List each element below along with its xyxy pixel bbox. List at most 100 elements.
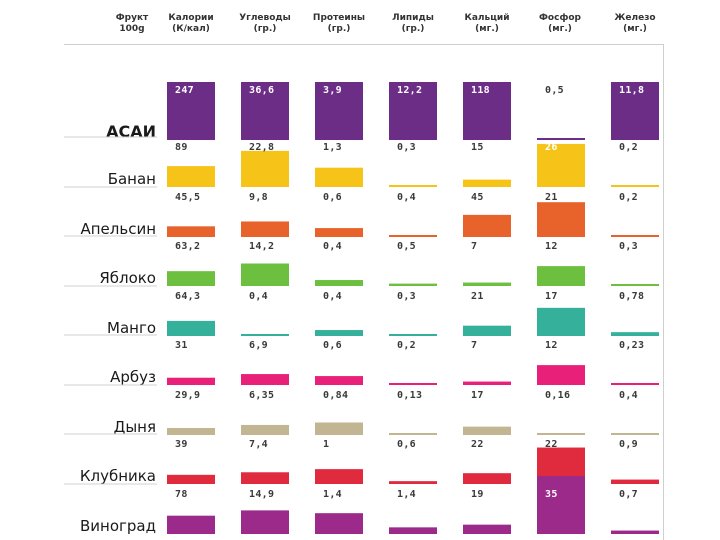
bar-iron (611, 479, 659, 484)
value-label-calories: 78 (175, 489, 188, 500)
bar-carbs (241, 150, 289, 187)
value-label-lipids: 0,13 (397, 390, 422, 401)
value-label-calcium: 45 (471, 192, 484, 203)
value-label-lipids: 0,5 (397, 241, 416, 252)
value-label-calcium: 7 (471, 241, 477, 252)
value-label-phosphorus: 35 (545, 489, 558, 500)
value-label-calories: 45,5 (175, 192, 200, 203)
bar-phosphorus (537, 266, 585, 286)
bar-carbs (241, 221, 289, 237)
value-label-calcium: 15 (471, 142, 484, 153)
bar-iron (611, 235, 659, 237)
value-label-carbs: 6,9 (249, 340, 268, 351)
value-label-carbs: 9,8 (249, 192, 268, 203)
value-label-carbs: 14,2 (249, 241, 274, 252)
column-header-calcium-line1: Кальций (465, 13, 510, 23)
frame-right-line (663, 44, 664, 540)
bar-phosphorus (537, 476, 585, 534)
value-label-iron: 0,4 (619, 390, 638, 401)
bar-proteins (315, 513, 363, 534)
value-label-calcium: 118 (471, 85, 490, 96)
bar-lipids (389, 527, 437, 534)
value-label-iron: 0,78 (619, 291, 644, 302)
value-label-proteins: 0,6 (323, 340, 342, 351)
row-label-0: АСАИ (106, 122, 156, 141)
value-label-iron: 0,9 (619, 439, 638, 450)
column-header-iron-line1: Железо (614, 13, 655, 23)
row-label-3: Яблоко (99, 269, 156, 287)
column-header-iron-line2: (мг.) (623, 24, 647, 34)
column-header-calcium-line2: (мг.) (475, 24, 499, 34)
bar-calcium (463, 381, 511, 385)
value-label-iron: 0,2 (619, 192, 638, 203)
value-label-proteins: 0,6 (323, 192, 342, 203)
value-label-proteins: 0,4 (323, 291, 342, 302)
value-label-phosphorus: 12 (545, 340, 558, 351)
column-header-proteins-line1: Протеины (313, 13, 365, 23)
bar-calories (167, 377, 215, 385)
value-label-phosphorus: 17 (545, 291, 558, 302)
bar-proteins (315, 82, 363, 140)
bar-carbs (241, 82, 289, 140)
bar-lipids (389, 334, 437, 336)
value-label-phosphorus: 0,5 (545, 85, 564, 96)
column-header-phosphorus-line1: Фосфор (539, 13, 582, 23)
bar-carbs (241, 334, 289, 336)
bar-calcium (463, 282, 511, 286)
bar-proteins (315, 280, 363, 286)
bar-calcium (463, 426, 511, 435)
value-label-calcium: 7 (471, 340, 477, 351)
bar-phosphorus (537, 143, 585, 187)
bar-proteins (315, 422, 363, 435)
value-label-proteins: 1,4 (323, 489, 342, 500)
value-label-calcium: 17 (471, 390, 484, 401)
value-label-carbs: 7,4 (249, 439, 268, 450)
value-label-proteins: 0,4 (323, 241, 342, 252)
value-label-lipids: 0,3 (397, 291, 416, 302)
bar-proteins (315, 167, 363, 187)
value-label-carbs: 36,6 (249, 85, 274, 96)
bar-lipids (389, 235, 437, 237)
bar-calories (167, 320, 215, 336)
bar-lipids (389, 283, 437, 286)
bar-proteins (315, 228, 363, 237)
value-label-iron: 0,2 (619, 142, 638, 153)
bar-carbs (241, 424, 289, 435)
row-label-2: Апельсин (80, 220, 156, 238)
column-header-phosphorus-line2: (мг.) (548, 24, 572, 34)
column-header-lipids-line1: Липиды (392, 13, 434, 23)
bar-phosphorus (537, 365, 585, 385)
value-label-lipids: 1,4 (397, 489, 416, 500)
bar-lipids (389, 481, 437, 484)
bar-iron (611, 284, 659, 286)
value-label-proteins: 1,3 (323, 142, 342, 153)
value-label-phosphorus: 0,16 (545, 390, 570, 401)
bar-phosphorus (537, 433, 585, 435)
frame-top-line (64, 44, 664, 45)
bar-calories (167, 515, 215, 534)
column-header-fruit-line2: 100g (119, 24, 144, 34)
value-label-lipids: 12,2 (397, 85, 422, 96)
bar-carbs (241, 374, 289, 385)
value-label-phosphorus: 26 (545, 142, 558, 153)
bar-iron (611, 82, 659, 140)
bar-carbs (241, 510, 289, 534)
value-label-proteins: 1 (323, 439, 329, 450)
value-label-carbs: 0,4 (249, 291, 268, 302)
bar-lipids (389, 82, 437, 140)
value-label-phosphorus: 12 (545, 241, 558, 252)
column-header-carbs-line2: (гр.) (254, 24, 277, 34)
bar-calories (167, 166, 215, 187)
bar-calories (167, 271, 215, 286)
row-label-7: Клубника (80, 467, 156, 485)
bar-iron (611, 433, 659, 435)
value-label-iron: 11,8 (619, 85, 644, 96)
bar-iron (611, 383, 659, 385)
value-label-lipids: 0,6 (397, 439, 416, 450)
value-label-carbs: 22,8 (249, 142, 274, 153)
value-label-calcium: 21 (471, 291, 484, 302)
bar-calories (167, 82, 215, 140)
value-label-calories: 89 (175, 142, 188, 153)
value-label-iron: 0,7 (619, 489, 638, 500)
row-label-4: Манго (107, 319, 156, 337)
